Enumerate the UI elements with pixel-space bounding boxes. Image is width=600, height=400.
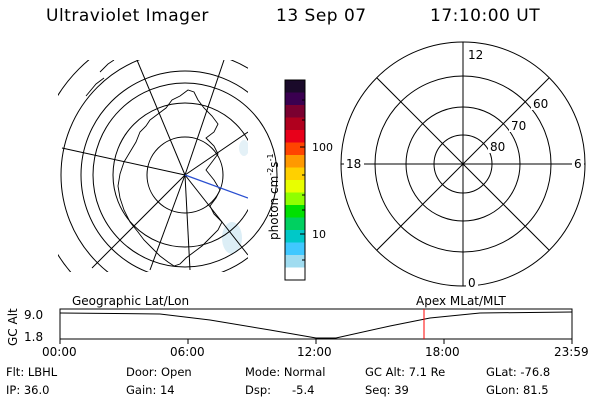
color-tick-100: 100	[312, 141, 333, 154]
time-tick-1800: 18:00	[425, 345, 460, 359]
filter-info: Flt: LBHL	[6, 365, 58, 379]
gain-info: Gain: 14	[126, 383, 175, 397]
mode-info: Mode: Normal	[245, 365, 326, 379]
gc-alt-info: GC Alt: 7.1 Re	[365, 365, 446, 379]
dsp-value: -5.4	[292, 383, 315, 397]
color-scale-segment	[285, 167, 305, 181]
color-scale-frame	[284, 79, 306, 281]
coastline	[117, 89, 223, 267]
altitude-curve	[59, 311, 573, 339]
latitude-circles	[58, 60, 248, 272]
geographic-map	[58, 60, 278, 272]
color-scale-segment	[285, 105, 305, 119]
altitude-ytick-high: 9.0	[24, 308, 44, 322]
color-scale-segment	[285, 130, 305, 144]
mlt-label-18: 18	[346, 157, 361, 171]
auroral-emission	[222, 140, 248, 254]
color-scale-unit: photon cm-2s-1	[266, 153, 281, 240]
altitude-ylabel: GC Alt	[6, 308, 20, 346]
satellite-track	[184, 174, 248, 199]
color-scale-segment	[285, 217, 305, 231]
time-tick-1200: 12:00	[297, 345, 332, 359]
time-tick-2359: 23:59	[554, 345, 589, 359]
mlat-label-80: 80	[490, 140, 505, 154]
color-scale-segment	[285, 142, 305, 156]
color-scale-segment	[285, 205, 305, 219]
door-info: Door: Open	[126, 365, 192, 379]
color-scale-ticks	[300, 99, 305, 261]
dsp-label: Dsp:	[245, 383, 272, 397]
time-tick-0600: 06:00	[170, 345, 205, 359]
map-horizon-circle	[92, 82, 278, 268]
color-tick-10: 10	[312, 228, 326, 241]
color-scale-segment	[285, 80, 305, 94]
mlt-label-0: 0	[468, 276, 476, 290]
geographic-coords-label: Geographic Lat/Lon	[72, 294, 190, 308]
mlat-label-60: 60	[533, 97, 548, 111]
ip-info: IP: 36.0	[6, 383, 50, 397]
color-scale-segment	[285, 255, 305, 269]
seq-info: Seq: 39	[365, 383, 409, 397]
mlt-label-6: 6	[574, 157, 582, 171]
mlt-labels: 12 18 6 0	[344, 48, 584, 290]
color-scale-segment	[285, 267, 305, 281]
glat-info: GLat: -76.8	[486, 365, 551, 379]
color-scale-bar	[285, 80, 305, 281]
date-label: 13 Sep 07	[276, 6, 367, 26]
color-scale-segment	[285, 117, 305, 131]
mlat-label-70: 70	[511, 119, 526, 133]
color-scale-segment	[285, 155, 305, 169]
mlt-label-12: 12	[468, 48, 483, 62]
color-scale-segment	[285, 180, 305, 194]
time-tick-0000: 00:00	[42, 345, 77, 359]
mlat-labels: 60 70 80	[488, 97, 551, 154]
instrument-title: Ultraviolet Imager	[46, 6, 209, 26]
color-scale-segment	[285, 92, 305, 106]
mlt-dial	[340, 41, 586, 287]
time-label: 17:10:00 UT	[430, 6, 541, 26]
altitude-x-ticks	[59, 339, 573, 344]
glon-info: GLon: 81.5	[486, 383, 549, 397]
altitude-ytick-low: 1.8	[24, 330, 44, 344]
longitude-lines	[61, 60, 248, 271]
apex-coords-label: Apex MLat/MLT	[416, 294, 506, 308]
color-scale-segment	[285, 242, 305, 256]
color-scale-segment	[285, 192, 305, 206]
color-scale-segment	[285, 230, 305, 244]
